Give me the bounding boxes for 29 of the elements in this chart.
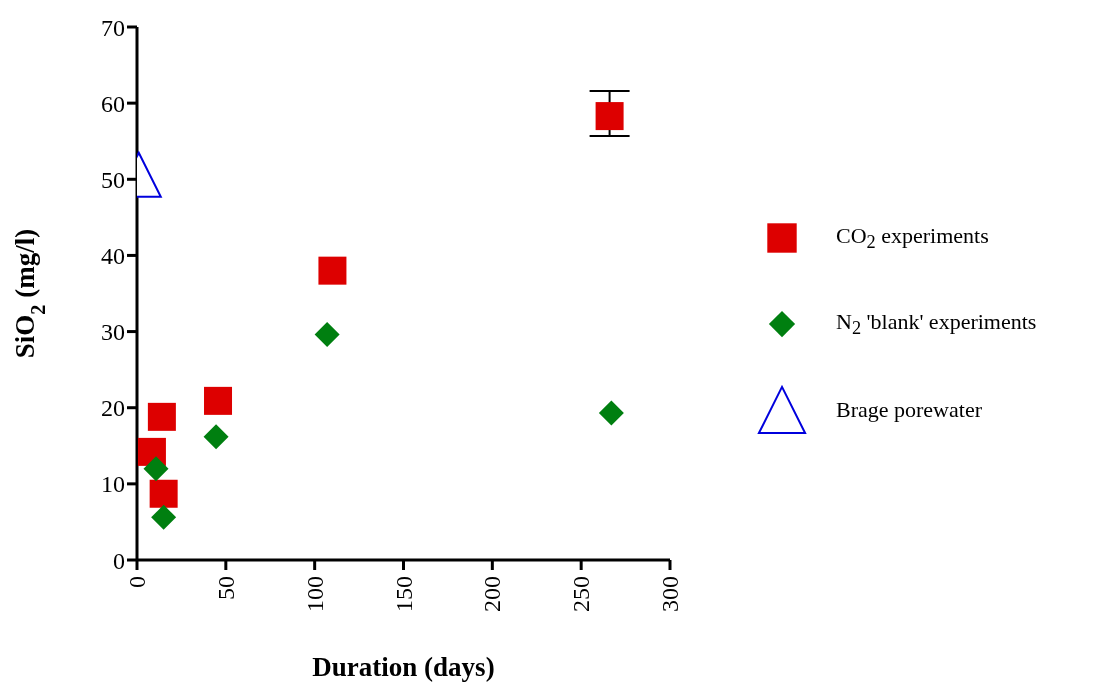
y-tick-label: 60 [101, 90, 125, 117]
legend-label: CO$_{2}$ experiments [836, 222, 989, 254]
point [203, 424, 229, 450]
point [595, 102, 624, 131]
x-tick-label: 250 [568, 576, 595, 612]
x-tick-label: 150 [390, 576, 417, 612]
x-tick-label: 0 [124, 576, 150, 588]
point [598, 400, 624, 426]
y-tick-label: 30 [101, 319, 125, 346]
x-tick-label: 100 [301, 576, 328, 612]
x-axis-title: Duration (days) [312, 652, 495, 682]
legend-label: Brage porewater [836, 397, 982, 423]
x-tick-label: 200 [479, 576, 506, 612]
y-tick-label: 20 [101, 395, 125, 422]
point [147, 402, 176, 431]
y-tick-label: 10 [101, 471, 125, 498]
point [151, 504, 177, 530]
point [143, 456, 169, 482]
y-tick-label: 50 [101, 166, 125, 193]
point [149, 479, 178, 508]
y-tick-label: 40 [101, 242, 125, 269]
x-tick-label: 300 [657, 576, 683, 612]
point [314, 322, 340, 348]
y-tick-label: 0 [113, 547, 125, 574]
x-tick-label: 50 [212, 576, 239, 600]
point [204, 386, 233, 415]
point [318, 256, 347, 285]
y-tick-label: 70 [101, 14, 125, 41]
legend-label: N$_{2}$ 'blank' experiments [836, 308, 1037, 340]
